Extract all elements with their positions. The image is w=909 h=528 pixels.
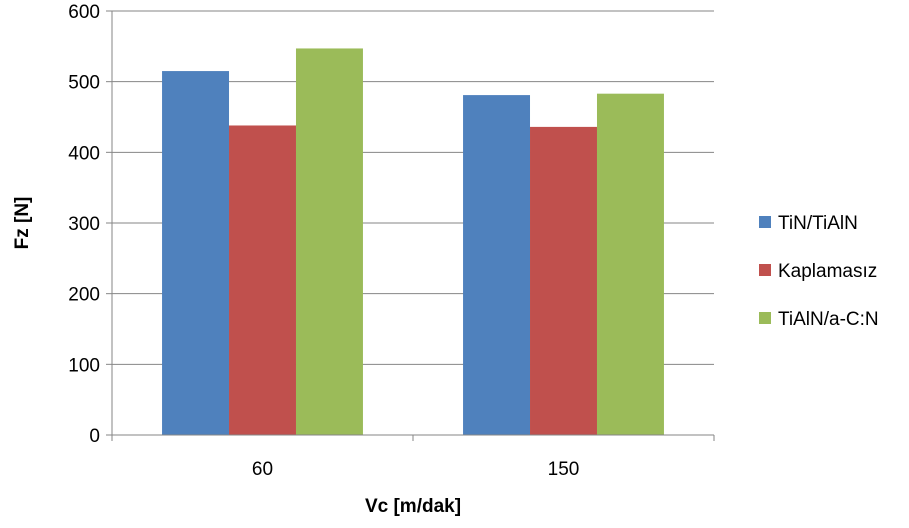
legend-label: TiN/TiAlN — [778, 213, 858, 234]
legend-swatch — [759, 312, 771, 324]
bar-Kaplamasız-60 — [229, 125, 296, 435]
y-tick-label: 400 — [68, 143, 100, 164]
legend-swatch — [759, 216, 771, 228]
bar-TiN/TiAlN-60 — [162, 71, 230, 436]
legend-label: Kaplamasız — [778, 261, 877, 282]
bar-TiN/TiAlN-150 — [463, 95, 531, 436]
y-tick-labels: 0 100 200 300 400 500 600 — [68, 2, 100, 447]
legend-swatch — [759, 264, 771, 276]
x-tick-label: 60 — [252, 459, 273, 480]
y-tick-label: 100 — [68, 355, 100, 376]
x-tick-labels: 60 150 — [111, 435, 715, 480]
y-tick-label: 0 — [89, 426, 100, 447]
bars — [162, 48, 664, 436]
x-tick-label: 150 — [548, 459, 580, 480]
bar-Kaplamasız-150 — [530, 126, 597, 435]
bar-TiAlN/a-C:N-150 — [596, 93, 664, 436]
legend: TiN/TiAlN Kaplamasız TiAlN/a-C:N — [759, 213, 879, 330]
y-axis-title: Fz [N] — [12, 197, 33, 250]
x-axis-title: Vc [m/dak] — [365, 496, 461, 517]
y-tick-label: 200 — [68, 285, 100, 306]
bar-TiAlN/a-C:N-60 — [295, 48, 363, 435]
y-tick-label: 300 — [68, 214, 100, 235]
y-tick-label: 500 — [68, 73, 100, 94]
y-tick-label: 600 — [68, 2, 100, 23]
legend-label: TiAlN/a-C:N — [778, 309, 879, 330]
